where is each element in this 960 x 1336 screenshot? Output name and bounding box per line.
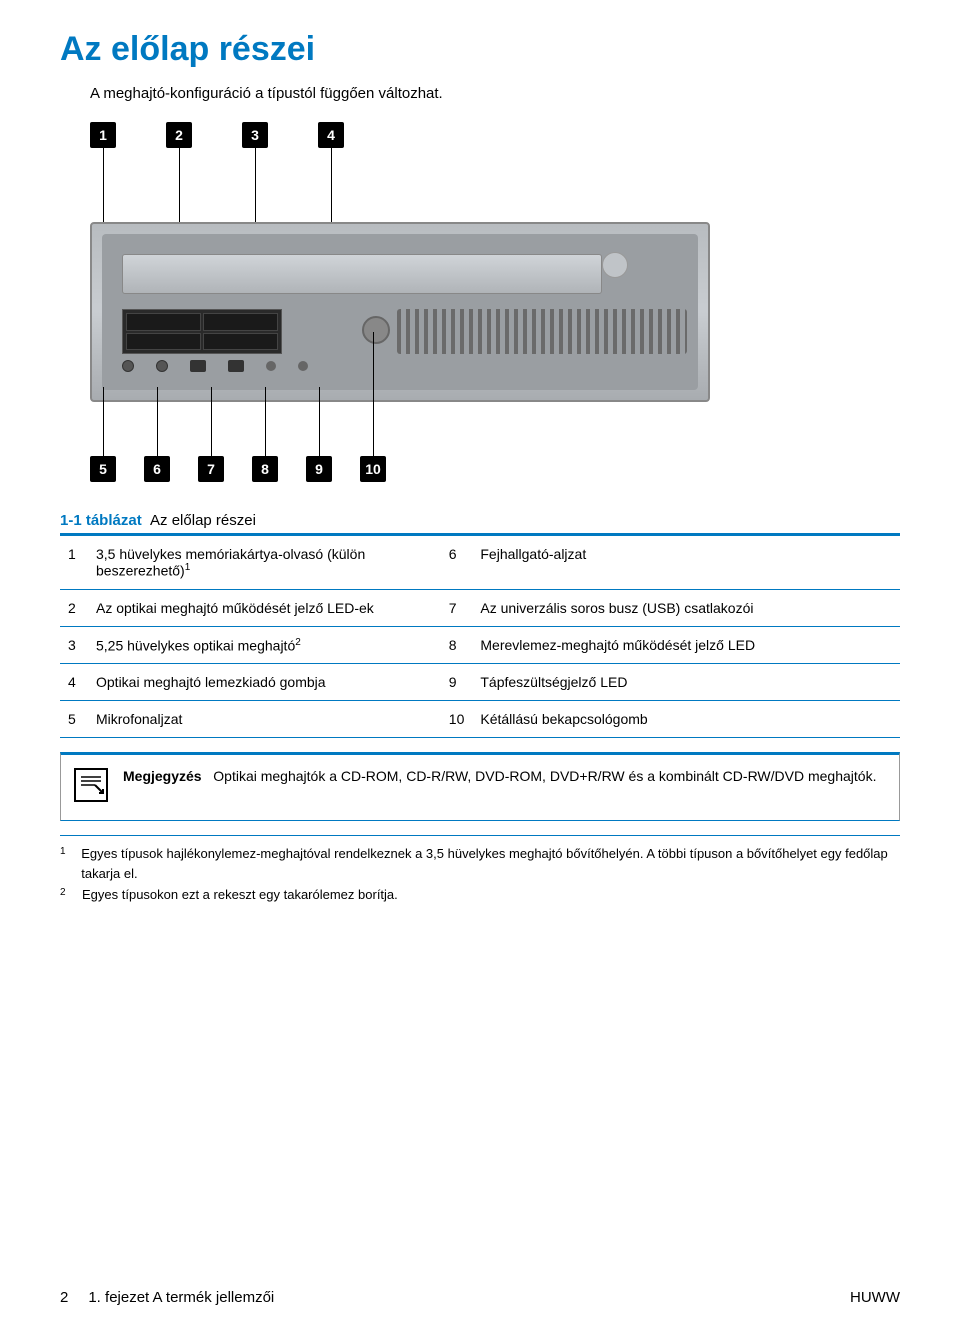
card-reader	[122, 309, 282, 354]
footnote: 2Egyes típusokon ezt a rekeszt egy takar…	[60, 885, 900, 905]
footer-page: 2	[60, 1289, 68, 1306]
note-text: Megjegyzés Optikai meghajtók a CD-ROM, C…	[123, 767, 876, 787]
table-caption-text: Az előlap részei	[150, 512, 256, 529]
footnotes: 1Egyes típusok hajlékonylemez-meghajtóva…	[60, 835, 900, 905]
callout-1: 1	[90, 122, 116, 148]
table-row: 2Az optikai meghajtó működését jelző LED…	[60, 589, 900, 626]
callout-7: 7	[198, 456, 224, 482]
table-row: 5Mikrofonaljzat10Kétállású bekapcsológom…	[60, 701, 900, 738]
optical-drive	[122, 254, 602, 294]
hp-logo	[602, 252, 628, 278]
footnote: 1Egyes típusok hajlékonylemez-meghajtóva…	[60, 844, 900, 883]
callout-4: 4	[318, 122, 344, 148]
page-title: Az előlap részei	[60, 30, 900, 69]
note-label: Megjegyzés	[123, 768, 202, 784]
table-caption-prefix: 1-1 táblázat	[60, 512, 142, 529]
callout-9: 9	[306, 456, 332, 482]
power-button	[362, 316, 390, 344]
footer-chapter: 1. fejezet A termék jellemzői	[88, 1289, 274, 1306]
callout-8: 8	[252, 456, 278, 482]
note-icon	[73, 767, 109, 808]
note-box: Megjegyzés Optikai meghajtók a CD-ROM, C…	[60, 752, 900, 821]
callout-2: 2	[166, 122, 192, 148]
callout-6: 6	[144, 456, 170, 482]
footer-lang: HUWW	[850, 1289, 900, 1306]
note-body: Optikai meghajtók a CD-ROM, CD-R/RW, DVD…	[213, 768, 876, 784]
front-ports	[122, 360, 308, 372]
table-row: 4Optikai meghajtó lemezkiadó gombja9Tápf…	[60, 664, 900, 701]
callout-10: 10	[360, 456, 386, 482]
callout-5: 5	[90, 456, 116, 482]
vent-grille	[397, 309, 687, 354]
table-row: 13,5 hüvelykes memóriakártya-olvasó (kül…	[60, 535, 900, 590]
table-row: 35,25 hüvelykes optikai meghajtó28Merevl…	[60, 626, 900, 664]
page-subtitle: A meghajtó-konfiguráció a típustól függő…	[90, 85, 900, 102]
device-front-panel	[90, 222, 710, 402]
callout-table: 13,5 hüvelykes memóriakártya-olvasó (kül…	[60, 533, 900, 738]
callout-3: 3	[242, 122, 268, 148]
page-footer: 2 1. fejezet A termék jellemzői HUWW	[60, 1289, 900, 1306]
table-caption: 1-1 táblázat Az előlap részei	[60, 512, 900, 529]
device-diagram: 1 2 3 4 5 6 7 8 9 10	[90, 122, 710, 482]
